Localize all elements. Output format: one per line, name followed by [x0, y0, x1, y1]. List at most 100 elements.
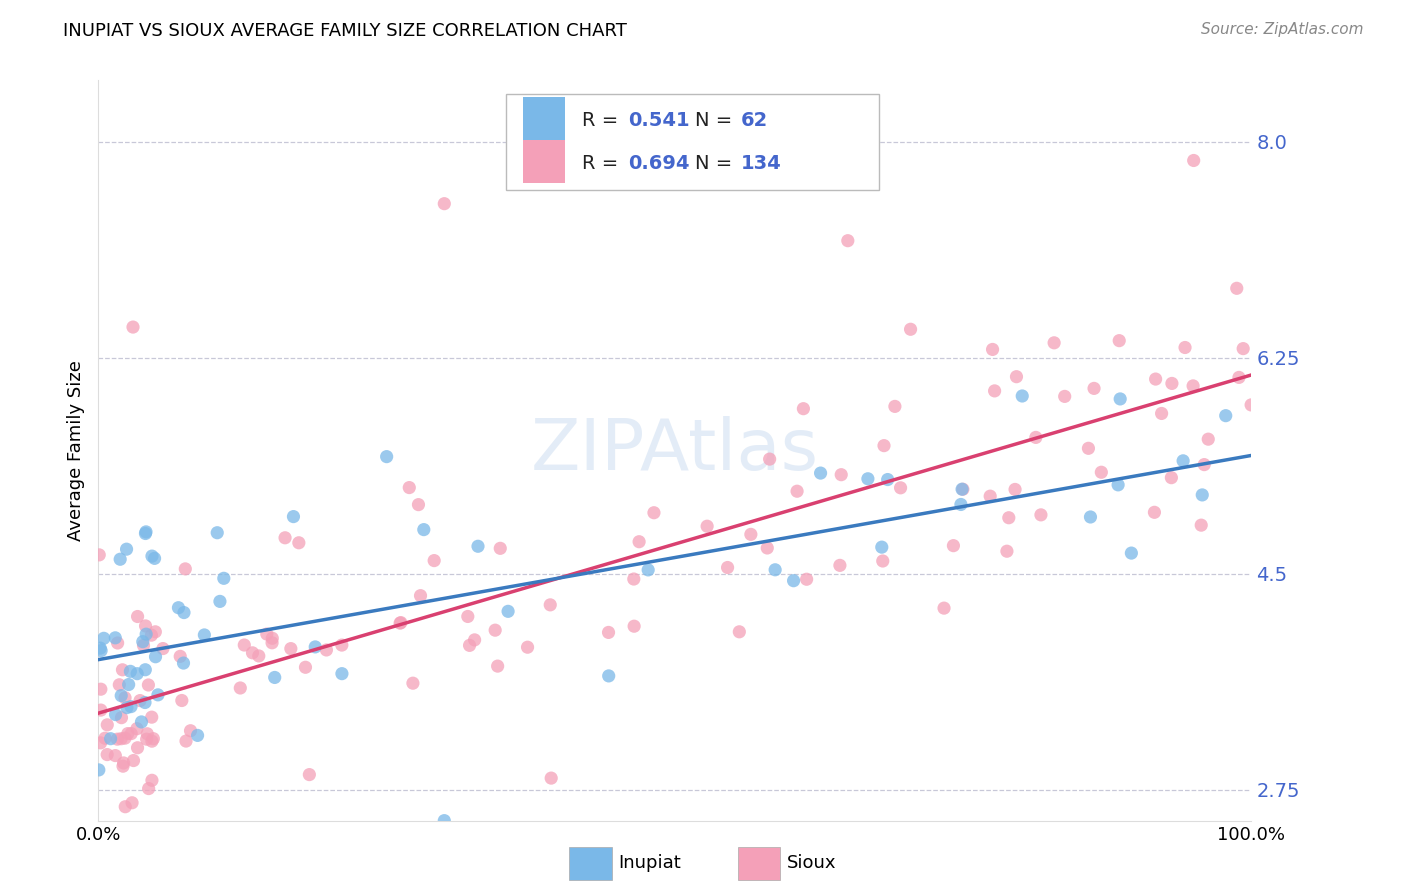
Point — [1143, 505, 1166, 519]
Point — [96, 747, 118, 762]
Point — [120, 699, 142, 714]
Point — [883, 400, 905, 414]
Point — [108, 678, 131, 692]
Point — [1171, 454, 1194, 468]
Point — [981, 343, 1004, 357]
Text: ZIPAtlas: ZIPAtlas — [531, 416, 818, 485]
Point — [873, 439, 896, 453]
Point — [110, 711, 132, 725]
Point — [266, 832, 288, 847]
Point — [104, 707, 127, 722]
Point — [949, 498, 972, 512]
Point — [876, 473, 898, 487]
Point — [890, 481, 912, 495]
Point — [1144, 372, 1167, 386]
Point — [538, 598, 561, 612]
Point — [141, 773, 163, 788]
Point — [1182, 379, 1205, 393]
Point — [412, 523, 434, 537]
Point — [114, 690, 136, 705]
Point — [132, 634, 155, 648]
Point — [143, 624, 166, 639]
Point — [464, 632, 486, 647]
Point — [758, 452, 780, 467]
Point — [1011, 389, 1033, 403]
Point — [756, 541, 779, 555]
Point — [112, 756, 135, 770]
Point — [389, 616, 412, 631]
Point — [598, 669, 620, 683]
Text: INUPIAT VS SIOUX AVERAGE FAMILY SIZE CORRELATION CHART: INUPIAT VS SIOUX AVERAGE FAMILY SIZE COR… — [63, 22, 627, 40]
Point — [330, 666, 353, 681]
Point — [1174, 341, 1197, 355]
Point — [1083, 381, 1105, 395]
Point — [1197, 432, 1219, 446]
Point — [247, 648, 270, 663]
Text: 0.694: 0.694 — [628, 153, 690, 172]
Point — [256, 627, 278, 641]
Point — [142, 731, 165, 746]
Text: Source: ZipAtlas.com: Source: ZipAtlas.com — [1201, 22, 1364, 37]
Point — [131, 714, 153, 729]
Point — [598, 625, 620, 640]
Point — [628, 534, 651, 549]
Point — [193, 628, 215, 642]
Point — [952, 482, 974, 496]
Point — [274, 531, 297, 545]
Point — [330, 638, 353, 652]
Point — [1121, 546, 1143, 560]
Point — [1090, 465, 1112, 479]
Point — [174, 734, 197, 748]
Point — [167, 600, 190, 615]
Point — [872, 554, 894, 568]
Point — [716, 560, 738, 574]
Point — [170, 693, 193, 707]
Point — [540, 771, 562, 785]
Point — [468, 838, 491, 853]
Point — [143, 551, 166, 566]
Point — [173, 656, 195, 670]
Point — [1108, 334, 1130, 348]
Text: 62: 62 — [741, 112, 768, 130]
Point — [121, 796, 143, 810]
Point — [110, 731, 132, 746]
Point — [125, 722, 148, 736]
Point — [489, 541, 512, 556]
Point — [728, 624, 751, 639]
Point — [127, 609, 149, 624]
Point — [830, 467, 852, 482]
Point — [1077, 442, 1099, 456]
Point — [146, 688, 169, 702]
Point — [1192, 458, 1215, 472]
Point — [1150, 407, 1173, 421]
Point — [122, 320, 145, 334]
Point — [90, 703, 112, 717]
Point — [304, 640, 326, 654]
Point — [100, 731, 122, 746]
Point — [1240, 398, 1263, 412]
Point — [932, 601, 955, 615]
Point — [1029, 508, 1052, 522]
Point — [107, 636, 129, 650]
Point — [1025, 430, 1047, 444]
Point — [104, 748, 127, 763]
Point — [786, 484, 808, 499]
Point — [782, 574, 804, 588]
Point — [108, 552, 131, 566]
Point — [87, 763, 110, 777]
Point — [134, 663, 156, 677]
Point — [98, 880, 121, 892]
Point — [298, 767, 321, 781]
Point — [997, 510, 1019, 524]
Point — [136, 727, 159, 741]
Point — [283, 509, 305, 524]
Point — [1227, 370, 1250, 384]
Point — [262, 632, 284, 646]
Point — [643, 506, 665, 520]
Point — [623, 572, 645, 586]
Point — [110, 689, 132, 703]
Point — [1182, 153, 1205, 168]
Point — [995, 544, 1018, 558]
Point — [398, 481, 420, 495]
Point — [96, 718, 118, 732]
